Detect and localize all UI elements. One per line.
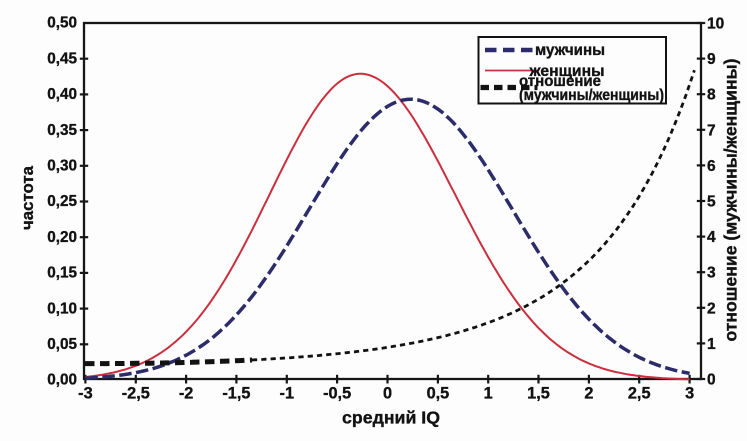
svg-text:4: 4 — [707, 229, 716, 246]
svg-text:7: 7 — [707, 122, 716, 139]
svg-text:2: 2 — [584, 385, 593, 403]
svg-text:2: 2 — [707, 300, 716, 317]
svg-text:8: 8 — [707, 87, 716, 104]
svg-text:0,15: 0,15 — [47, 265, 77, 282]
svg-text:0,50: 0,50 — [47, 15, 77, 32]
svg-text:1,5: 1,5 — [527, 385, 550, 403]
svg-text:0,40: 0,40 — [47, 86, 77, 103]
svg-text:-2: -2 — [179, 385, 193, 403]
svg-text:5: 5 — [707, 194, 716, 211]
svg-text:3: 3 — [685, 385, 694, 403]
svg-text:-0,5: -0,5 — [323, 385, 351, 403]
svg-text:0,05: 0,05 — [47, 336, 77, 353]
svg-text:0: 0 — [383, 385, 392, 403]
svg-text:-1,5: -1,5 — [222, 385, 250, 403]
svg-text:0,25: 0,25 — [47, 193, 77, 210]
svg-text:6: 6 — [707, 158, 716, 175]
svg-text:-3: -3 — [78, 385, 92, 403]
svg-text:отношение: отношение — [519, 73, 601, 90]
svg-text:0: 0 — [707, 372, 716, 389]
svg-text:0,35: 0,35 — [47, 122, 77, 139]
svg-text:3: 3 — [707, 265, 716, 282]
svg-text:-2,5: -2,5 — [122, 385, 150, 403]
svg-text:средний IQ: средний IQ — [342, 408, 440, 428]
svg-text:0,30: 0,30 — [47, 158, 77, 175]
svg-text:(мужчины/женщины): (мужчины/женщины) — [519, 87, 664, 104]
svg-text:мужчины: мужчины — [535, 42, 605, 59]
svg-text:1: 1 — [707, 336, 716, 353]
svg-text:1: 1 — [484, 385, 493, 403]
svg-text:0,00: 0,00 — [47, 372, 77, 389]
svg-text:9: 9 — [707, 51, 716, 68]
svg-text:частота: частота — [18, 165, 37, 230]
svg-text:женщины: женщины — [528, 63, 604, 80]
svg-text:отношение (мужчины/женщины): отношение (мужчины/женщины) — [721, 59, 741, 342]
svg-text:-1: -1 — [280, 385, 294, 403]
svg-text:0,5: 0,5 — [427, 385, 450, 403]
svg-text:0,20: 0,20 — [47, 229, 77, 246]
svg-text:0,45: 0,45 — [47, 50, 77, 67]
svg-text:0,10: 0,10 — [47, 300, 77, 317]
svg-text:2,5: 2,5 — [628, 385, 651, 403]
svg-text:10: 10 — [707, 16, 724, 33]
